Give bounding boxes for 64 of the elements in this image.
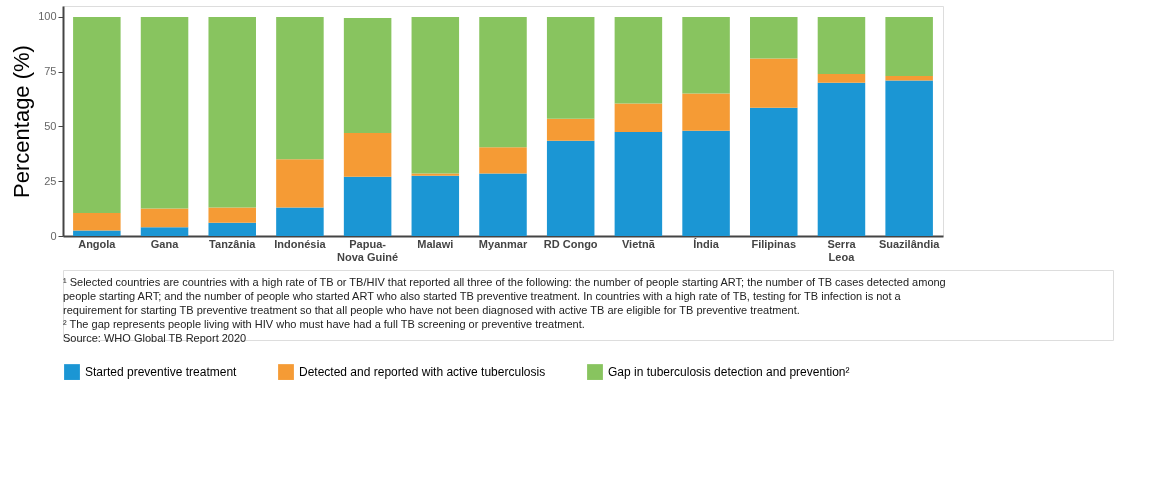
bar [885, 80, 933, 236]
bar [817, 73, 866, 83]
y-tick-label: 25 [44, 174, 57, 187]
x-tick-label: Serra Leoa [827, 237, 857, 263]
x-tick-label: Gana [150, 237, 180, 250]
x-tick-label: Suazilândia [878, 237, 941, 250]
y-tick-label: 100 [38, 10, 57, 23]
bar [411, 173, 460, 176]
bar [73, 213, 121, 231]
bar [73, 230, 121, 236]
bar [208, 207, 256, 223]
x-tick-label: Papua-Nova Guiné [337, 237, 399, 263]
bar [546, 16, 595, 119]
legend-label: Started preventive treatment [85, 365, 238, 380]
x-tick-label: Índia [693, 237, 720, 250]
y-tick-label: 0 [50, 229, 57, 242]
bar [614, 103, 663, 132]
bar [140, 208, 189, 228]
bar [885, 76, 933, 81]
y-tick-label: 75 [44, 65, 57, 78]
bar [140, 227, 189, 236]
y-tick-label: 50 [44, 119, 57, 132]
bar [479, 16, 527, 148]
bar [682, 130, 730, 236]
bar [73, 16, 121, 213]
bar [276, 16, 324, 160]
bar [343, 133, 392, 177]
bar [750, 58, 798, 108]
legend-label: Gap in tuberculosis detection and prevention² [608, 365, 850, 380]
bar [208, 16, 256, 208]
bar [276, 159, 324, 208]
bar [885, 16, 933, 77]
x-tick-label: Myanmar [478, 237, 528, 250]
x-tick-label: Filipinas [751, 237, 797, 250]
bar [479, 147, 527, 174]
bar [614, 16, 663, 104]
bar [276, 207, 324, 236]
source-note: Source: WHO Global TB Report 2020 [63, 332, 247, 344]
x-tick-label: Angola [78, 237, 117, 250]
bar [682, 16, 730, 94]
bar [411, 175, 460, 236]
bar [208, 222, 256, 236]
x-tick-label: Vietnã [621, 237, 656, 250]
x-tick-label: Malawi [417, 237, 454, 250]
bar [682, 93, 730, 131]
bar [140, 16, 189, 209]
bar [546, 140, 595, 236]
bar [546, 118, 595, 141]
bar [411, 16, 460, 174]
x-tick-label: Indonésia [274, 237, 327, 250]
bar [479, 173, 527, 236]
text: ¹ Selected countries are countries with a high rate of TB or TB/HIV that reported all three of the following: the number of people starting ART; the number of TB cases detected among people starting ART; and the number of people who started ART who also started TB preventive treatment. In countries with a high rate of TB, testing for TB infection is not a requirement for starting TB preventive treatment so that all people who have not been diagnosed with active TB are eligible for TB preventive treatment. [63, 276, 946, 316]
text: ² The gap represents people living with HIV who must have had a full TB screening or preventive treatment. [63, 318, 585, 330]
x-tick-label: RD Congo [543, 237, 598, 250]
bar [343, 18, 392, 134]
bar [817, 82, 866, 236]
bar [750, 107, 798, 236]
bar [343, 176, 392, 236]
y-axis-title: Percentage (%) [9, 45, 35, 198]
bar [614, 131, 663, 236]
bar [750, 16, 798, 59]
x-tick-label: Tanzânia [209, 237, 257, 250]
bar [817, 16, 866, 74]
legend-label: Detected and reported with active tuberculosis [299, 365, 546, 380]
